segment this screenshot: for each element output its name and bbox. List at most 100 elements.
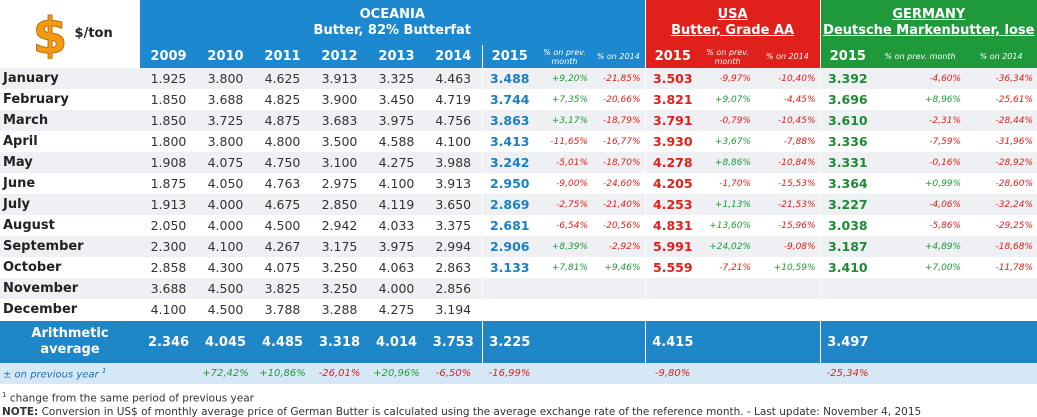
column-header: 2015 <box>644 45 701 68</box>
value-cell: 3.800 <box>207 134 244 149</box>
value-cell: +7,00% <box>924 262 962 273</box>
value-cell: 3.913 <box>435 176 472 191</box>
value-cell: 2.300 <box>140 236 197 257</box>
header-row: $ $/ton OCEANIA Butter, 82% Butterfat USA… <box>0 0 1037 68</box>
data-row: December 4.100 4.500 3.788 3.288 4.275 3.194 <box>0 299 1037 321</box>
month-label: April <box>3 134 38 149</box>
value-cell: 1.908 <box>140 152 197 173</box>
germany-subtitle: Deutsche Markenbutter, lose <box>821 23 1037 39</box>
average-value: 4.485 <box>254 320 311 363</box>
value-cell: 4.000 <box>368 278 425 299</box>
empty-cell <box>875 363 966 384</box>
value-cell: 4.033 <box>378 218 415 233</box>
value-cell: 4.000 <box>197 194 254 215</box>
value-cell: +9,07% <box>714 94 752 105</box>
value-cell: 3.100 <box>311 152 368 173</box>
value-cell: 4.050 <box>207 176 244 191</box>
month-label: October <box>3 260 62 275</box>
value-cell: 2.906 <box>481 236 537 257</box>
value-cell: 4.588 <box>378 134 415 149</box>
value-cell: 1.875 <box>150 176 187 191</box>
column-header: 2009 <box>140 45 197 68</box>
value-cell: 3.988 <box>425 152 482 173</box>
empty-cell <box>965 299 1037 321</box>
value-cell: 3.250 <box>321 260 358 275</box>
value-cell: 3.825 <box>254 278 311 299</box>
value-cell: 3.250 <box>311 278 368 299</box>
value-cell: 3.650 <box>425 194 482 215</box>
value-cell: 4.100 <box>150 302 187 317</box>
value-cell: -5,01% <box>537 152 592 173</box>
month-label: July <box>0 194 140 215</box>
price-table: $ $/ton OCEANIA Butter, 82% Butterfat USA… <box>0 0 1037 384</box>
average-value: 4.415 <box>644 320 701 363</box>
value-cell: 4.267 <box>254 236 311 257</box>
average-value: 4.014 <box>368 320 425 363</box>
value-cell: -36,34% <box>965 68 1037 89</box>
value-cell: 4.500 <box>207 302 244 317</box>
value-cell: 2.863 <box>435 260 472 275</box>
svg-text:$: $ <box>33 9 68 59</box>
value-cell: 4.300 <box>207 260 244 275</box>
value-cell: 4.063 <box>378 260 415 275</box>
column-header: 2010 <box>197 45 254 68</box>
value-cell: -28,92% <box>965 152 1037 173</box>
value-cell: 3.227 <box>819 194 876 215</box>
data-row: May 1.908 4.075 4.750 3.100 4.275 3.988 3.242 -5… <box>0 152 1037 173</box>
value-cell: 3.194 <box>435 302 472 317</box>
empty-cell <box>755 299 820 321</box>
usa-title-text: USA <box>717 6 748 22</box>
average-value: 3.753 <box>425 320 482 363</box>
empty-cell <box>700 363 756 384</box>
month-label: September <box>0 236 140 257</box>
footnote-1: 1 change from the same period of previou… <box>2 389 1037 406</box>
footnote-text: change from the same period of previous … <box>9 392 254 405</box>
note-label: NOTE: <box>2 405 39 417</box>
value-cell: -11,78% <box>995 262 1034 273</box>
data-row: March 1.850 3.725 4.875 3.683 3.975 4.756 3.863… <box>0 110 1037 131</box>
data-row: July 1.913 4.000 4.675 2.850 4.119 3.650 2.869-… <box>0 194 1037 215</box>
value-cell: 4.100 <box>197 236 254 257</box>
column-header: 2011 <box>254 45 311 68</box>
empty-cell <box>965 320 1037 363</box>
value-cell: 1.850 <box>140 110 197 131</box>
empty-cell <box>537 363 592 384</box>
unit: $/ton <box>74 26 113 41</box>
value-cell: 5.991 <box>644 236 701 257</box>
data-row: April 1.800 3.800 4.800 3.500 4.588 4.100 3.413… <box>0 131 1037 152</box>
value-cell: -6,54% <box>556 220 588 231</box>
empty-cell <box>592 299 645 321</box>
value-cell: 5.559 <box>644 257 701 278</box>
empty-cell <box>875 320 966 363</box>
column-header: % on 2014 <box>965 45 1037 68</box>
column-header: % on 2014 <box>592 45 646 68</box>
value-cell: 3.375 <box>435 218 472 233</box>
previous-year-row: ± on previous year 1 +72,42% +10,86% -26,01… <box>0 363 1037 384</box>
value-cell: 4.205 <box>644 173 701 194</box>
value-cell: +4,89% <box>875 236 966 257</box>
value-cell: 3.930 <box>644 131 701 152</box>
value-cell: -21,40% <box>592 194 646 215</box>
footnotes: 1 change from the same period of previou… <box>0 389 1037 417</box>
value-cell: +8,96% <box>924 94 962 105</box>
data-row: February 1.850 3.688 4.825 3.900 3.450 4.719 3.… <box>0 89 1037 110</box>
value-cell: 3.610 <box>819 110 876 131</box>
value-cell: 3.288 <box>321 302 358 317</box>
month-label: August <box>3 218 55 233</box>
value-cell: +8,86% <box>700 152 756 173</box>
empty-cell <box>481 278 537 299</box>
previous-year-value: -26,01% <box>311 363 368 384</box>
empty-cell <box>140 363 197 384</box>
value-cell: 3.913 <box>311 68 368 89</box>
value-cell: -21,53% <box>755 194 821 215</box>
value-cell: +13,60% <box>709 220 752 231</box>
value-cell: 2.850 <box>311 194 368 215</box>
value-cell: 4.275 <box>378 302 415 317</box>
data-row: January 1.925 3.800 4.625 3.913 3.325 4.463 3.4… <box>0 68 1037 89</box>
footnote-marker: 1 <box>2 391 7 399</box>
value-cell: 4.253 <box>644 194 701 215</box>
data-row: November 3.688 4.500 3.825 3.250 4.000 2.856 <box>0 278 1037 299</box>
value-cell: 2.942 <box>321 218 358 233</box>
value-cell: 4.278 <box>644 152 701 173</box>
value-cell: 3.688 <box>207 92 244 107</box>
